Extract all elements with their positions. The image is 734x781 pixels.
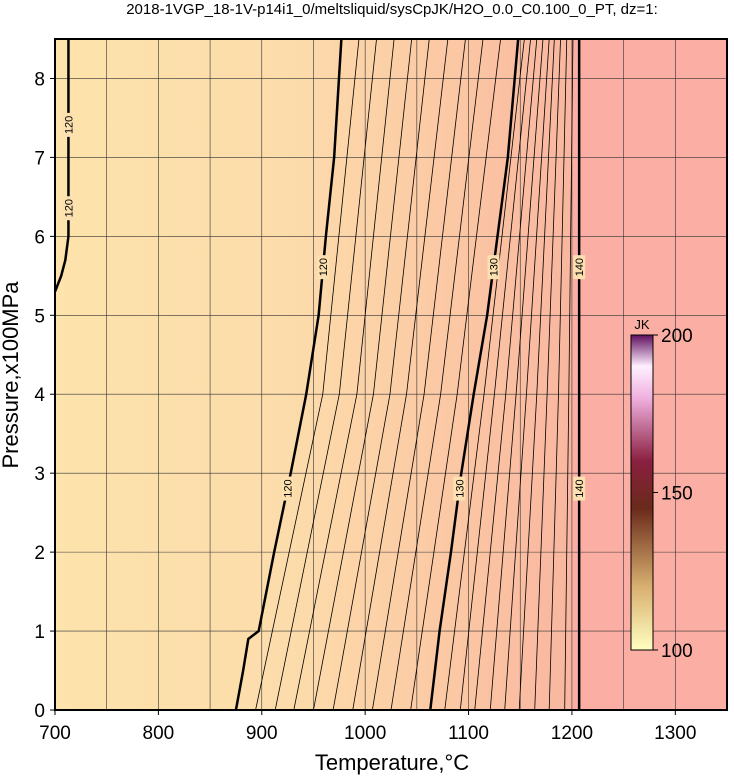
contour-line (313, 39, 413, 710)
contour-line (274, 39, 377, 710)
contour-label-bg (62, 196, 75, 221)
x-tick-label: 700 (39, 723, 71, 744)
y-tick-label: 6 (34, 227, 45, 248)
contour-line (371, 39, 466, 710)
contour-line (474, 39, 538, 710)
x-tick-label: 1300 (654, 723, 696, 744)
contour-label: 140 (574, 258, 586, 276)
plot-background (55, 39, 727, 710)
contour-label: 140 (574, 479, 586, 497)
contour-line (55, 39, 70, 293)
colorbar (630, 334, 654, 651)
contour-line (504, 39, 550, 710)
y-tick-label: 2 (34, 543, 45, 564)
contour-line (410, 39, 501, 710)
contour-label-group: 140 (573, 255, 586, 280)
colorbar-tick-label: 100 (661, 641, 693, 662)
colorbar-label: JK (634, 317, 650, 332)
contour-label-bg (317, 255, 330, 280)
contour-line (564, 39, 574, 710)
contour-label-bg (62, 112, 75, 137)
contour-line (352, 39, 449, 710)
y-tick-label: 1 (34, 622, 45, 643)
contour-label-group: 120 (62, 112, 75, 137)
contour-line (429, 39, 520, 710)
contour-label-bg (281, 476, 294, 501)
plot-frame (54, 38, 728, 711)
contour-line (548, 39, 568, 710)
contour-label-group: 120 (317, 255, 330, 280)
colorbar-axis: 100 150 200 (653, 326, 693, 662)
contour-line (459, 39, 531, 710)
contour-label: 120 (318, 258, 330, 276)
contour-label-bg (453, 476, 466, 501)
contour-line (332, 39, 430, 710)
x-tick-label: 1000 (344, 723, 386, 744)
contour-label-bg (573, 476, 586, 501)
contour-label-group: 120 (62, 196, 75, 221)
colorbar-tick-label: 150 (661, 484, 693, 505)
contour-label: 120 (63, 199, 75, 217)
contour-line (534, 39, 561, 710)
y-tick-label: 0 (34, 701, 45, 722)
contour-line (518, 39, 555, 710)
contour-line (255, 39, 360, 710)
y-axis-label: Pressure,x100MPa (0, 281, 23, 469)
x-tick-label: 1100 (448, 723, 489, 744)
contour-labels: 120 120 120 120 130 130 140 140 (62, 112, 586, 501)
y-tick-label: 4 (34, 385, 45, 406)
y-tick-label: 7 (34, 148, 45, 169)
contour-label-group: 130 (453, 476, 466, 501)
contour-label: 120 (282, 479, 294, 497)
contour-label-bg (487, 255, 500, 280)
contour-line (489, 39, 544, 710)
x-tick-label: 1200 (551, 723, 593, 744)
contour-label: 120 (63, 116, 75, 134)
contour-label: 130 (454, 479, 466, 497)
x-axis-label: Temperature,°C (315, 750, 469, 775)
axes: 700 800 900 1000 1100 1200 1300 0 1 2 3 4 5 6 7 8 (34, 69, 696, 744)
contour-label-group: 140 (573, 476, 586, 501)
chart-title: 2018-1VGP_18-1V-p14i1_0/meltsliquid/sysC… (126, 1, 658, 18)
contour-line (293, 39, 395, 710)
contour-line (234, 39, 343, 710)
contour-label: 130 (488, 258, 500, 276)
colorbar-tick-label: 200 (661, 326, 693, 347)
y-tick-label: 3 (34, 464, 45, 485)
contour-line (444, 39, 525, 710)
x-tick-label: 800 (143, 723, 175, 744)
y-tick-label: 8 (34, 69, 45, 90)
contour-label-group: 130 (487, 255, 500, 280)
x-tick-label: 900 (246, 723, 278, 744)
y-tick-label: 5 (34, 306, 45, 327)
contour-label-bg (573, 255, 586, 280)
contour-line (390, 39, 484, 710)
contour-label-group: 120 (281, 476, 294, 501)
contours (55, 39, 581, 710)
